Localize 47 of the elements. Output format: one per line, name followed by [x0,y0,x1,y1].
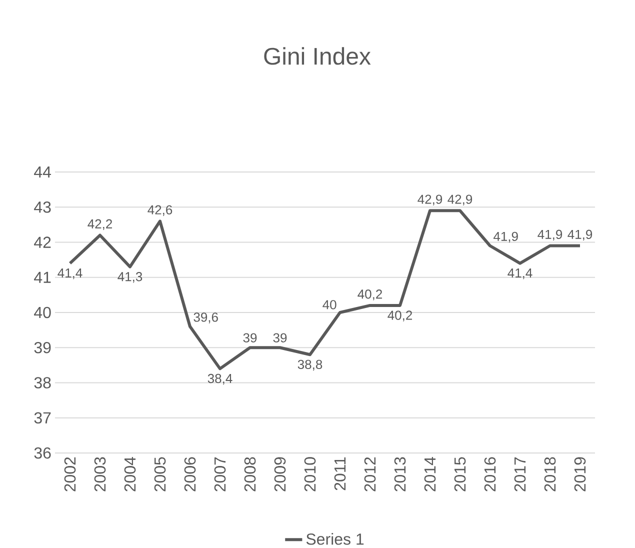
x-tick-label: 2012 [364,457,376,492]
data-label: 38,4 [208,374,232,385]
legend-label: Series 1 [306,533,364,545]
x-tick-label: 2015 [454,457,466,492]
x-tick-label: 2013 [394,457,406,492]
y-tick-label: 44 [34,166,51,178]
data-label: 40,2 [388,310,412,322]
x-tick-label: 2019 [574,457,586,492]
y-tick-label: 41 [34,272,51,283]
data-label: 41,9 [494,232,518,243]
x-tick-label: 2004 [124,457,136,492]
x-tick-label: 2018 [544,457,556,492]
data-label: 42,6 [148,205,172,216]
chart-title: Gini Index [264,47,371,65]
y-tick-label: 36 [34,447,51,459]
x-tick-label: 2008 [244,457,256,492]
data-label: 39 [273,333,287,342]
data-label: 41,4 [58,268,82,280]
x-tick-label: 2002 [64,457,76,492]
data-label: 41,4 [508,268,532,280]
y-tick-label: 40 [34,306,51,318]
data-label: 42,2 [88,219,112,230]
data-label: 40 [322,300,336,310]
x-tick-label: 2011 [334,457,346,490]
x-tick-label: 2005 [154,457,166,492]
x-tick-label: 2014 [424,457,436,492]
x-tick-label: 2010 [304,457,316,492]
data-label: 41,9 [568,230,592,241]
x-tick-label: 2017 [514,457,526,492]
x-tick-label: 2003 [94,457,106,492]
data-label: 41,3 [118,272,142,283]
data-label: 39,6 [194,312,218,324]
data-label: 41,9 [538,230,562,241]
y-tick-label: 38 [34,377,51,388]
y-tick-label: 37 [34,412,51,424]
data-label: 40,2 [358,290,382,300]
x-tick-label: 2009 [274,457,286,492]
data-label: 42,9 [448,194,472,206]
x-tick-label: 2016 [484,457,496,492]
data-label: 39 [243,333,257,342]
y-tick-label: 39 [34,342,51,354]
y-tick-label: 42 [34,236,51,248]
y-tick-label: 43 [34,201,51,213]
x-tick-label: 2006 [184,457,196,492]
data-label: 42,9 [418,194,442,206]
data-label: 38,8 [298,360,322,371]
x-tick-label: 2007 [214,457,226,492]
